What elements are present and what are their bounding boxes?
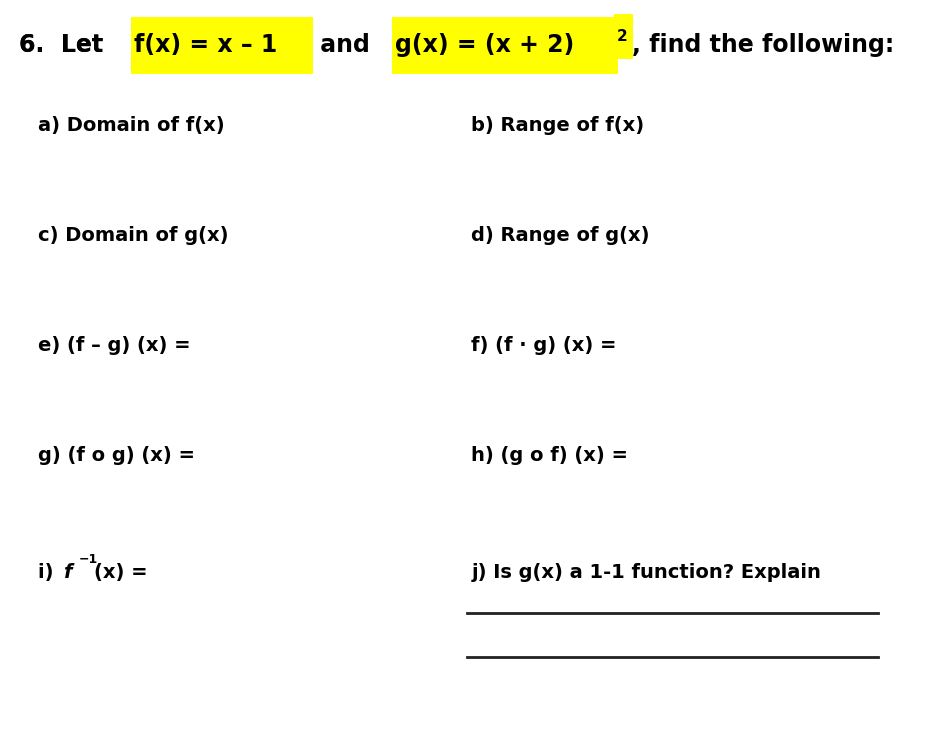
Text: −1: −1 bbox=[80, 553, 98, 566]
Text: i): i) bbox=[38, 563, 60, 582]
Text: j) Is g(x) a 1-1 function? Explain: j) Is g(x) a 1-1 function? Explain bbox=[472, 563, 821, 582]
Text: 2: 2 bbox=[617, 29, 628, 44]
FancyBboxPatch shape bbox=[392, 17, 618, 74]
Text: h) (g o f) (x) =: h) (g o f) (x) = bbox=[472, 446, 628, 465]
Text: b) Range of f(x): b) Range of f(x) bbox=[472, 116, 644, 135]
Text: g(x) = (x + 2): g(x) = (x + 2) bbox=[395, 33, 574, 57]
Text: d) Range of g(x): d) Range of g(x) bbox=[472, 226, 650, 245]
Text: f: f bbox=[63, 563, 71, 582]
Text: f(x) = x – 1: f(x) = x – 1 bbox=[134, 33, 277, 57]
Text: (x) =: (x) = bbox=[94, 563, 147, 582]
Text: e) (f – g) (x) =: e) (f – g) (x) = bbox=[38, 336, 190, 355]
Text: g) (f o g) (x) =: g) (f o g) (x) = bbox=[38, 446, 194, 465]
Text: and: and bbox=[313, 33, 379, 57]
Text: 6.  Let: 6. Let bbox=[20, 33, 112, 57]
FancyBboxPatch shape bbox=[132, 17, 313, 74]
Text: , find the following:: , find the following: bbox=[633, 33, 894, 57]
Text: 6.  Let: 6. Let bbox=[20, 33, 112, 57]
Text: a) Domain of f(x): a) Domain of f(x) bbox=[38, 116, 224, 135]
FancyBboxPatch shape bbox=[615, 14, 633, 60]
Text: c) Domain of g(x): c) Domain of g(x) bbox=[38, 226, 228, 245]
Text: f) (f · g) (x) =: f) (f · g) (x) = bbox=[472, 336, 616, 355]
